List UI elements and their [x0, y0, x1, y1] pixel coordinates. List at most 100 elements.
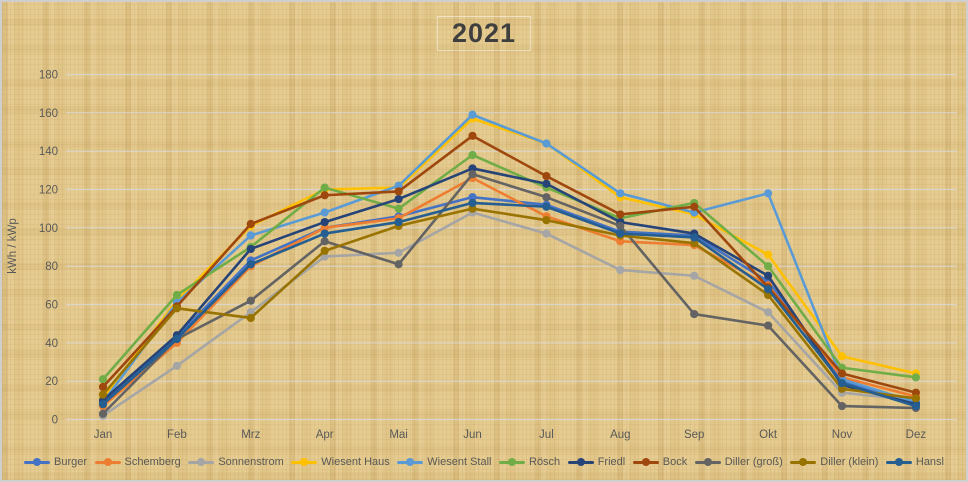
data-point: [320, 183, 329, 192]
y-tick-180: 180: [39, 70, 58, 82]
series-line-friedl: [101, 167, 918, 406]
series-line-wiesent-stall: [101, 113, 918, 404]
series-burger: [98, 193, 921, 407]
data-point: [246, 231, 255, 240]
legend-marker-schemberg: [94, 458, 121, 466]
data-point: [542, 179, 551, 188]
data-point: [911, 401, 921, 411]
series-line-r-sch: [101, 153, 918, 381]
legend-item-bock: Bock: [632, 456, 687, 468]
legend-item-burger: Burger: [24, 456, 87, 468]
data-point: [616, 189, 625, 198]
legend-marker-wiesent-haus: [291, 458, 318, 466]
x-tick-jan: Jan: [94, 429, 113, 441]
data-point: [542, 171, 551, 181]
legend-marker-diller-gro: [694, 458, 721, 466]
series-line-sonnenstrom: [101, 211, 918, 417]
data-point: [542, 202, 551, 211]
y-tick-120: 120: [39, 185, 58, 197]
x-tick-apr: Apr: [316, 429, 334, 441]
data-point: [764, 308, 773, 317]
data-point: [172, 334, 181, 344]
data-point: [616, 237, 625, 246]
y-tick-0: 0: [52, 415, 58, 427]
data-point: [98, 382, 108, 392]
x-tick-jun: Jun: [463, 429, 482, 441]
data-point: [837, 401, 847, 411]
data-point: [172, 304, 181, 313]
legend-item-wiesent-stall: Wiesent Stall: [397, 456, 491, 468]
data-point: [616, 210, 625, 219]
series-wiesent-stall: [98, 110, 921, 407]
legend-label-r-sch: Rösch: [529, 456, 561, 468]
data-point: [172, 361, 181, 370]
data-point: [98, 375, 108, 384]
data-point: [616, 265, 625, 275]
data-point: [468, 198, 477, 208]
series-wiesent-haus: [98, 114, 921, 403]
data-point: [98, 400, 108, 409]
series-line-bock: [101, 134, 918, 394]
data-point: [468, 131, 477, 140]
legend-label-schemberg: Schemberg: [124, 456, 181, 468]
data-point: [764, 321, 773, 330]
series-bock: [98, 131, 921, 397]
data-point: [320, 246, 329, 255]
legend-marker-diller-klein: [790, 458, 817, 466]
data-point: [394, 181, 403, 190]
series-line-diller-gro: [101, 172, 918, 416]
legend-item-sonnenstrom: Sonnenstrom: [188, 456, 284, 468]
data-point: [98, 390, 108, 399]
data-point: [764, 262, 773, 271]
data-point: [394, 248, 403, 257]
data-point: [837, 384, 847, 393]
data-point: [320, 229, 329, 238]
data-point: [468, 204, 477, 213]
legend-marker-wiesent-stall: [397, 458, 424, 466]
legend-marker-friedl: [567, 458, 594, 466]
data-point: [542, 216, 551, 225]
x-tick-nov: Nov: [832, 429, 853, 441]
legend-marker-bock: [632, 458, 659, 466]
series-hansl: [98, 198, 921, 411]
legend-item-hansl: Hansl: [885, 456, 944, 468]
legend-marker-hansl: [885, 458, 912, 466]
legend-marker-r-sch: [499, 458, 525, 466]
data-point: [246, 313, 255, 323]
legend-item-diller-klein: Diller (klein): [790, 456, 878, 468]
data-point: [320, 237, 329, 246]
data-point: [394, 260, 403, 269]
series-line-burger: [101, 195, 918, 404]
y-tick-20: 20: [45, 376, 58, 388]
data-point: [690, 239, 699, 248]
y-tick-40: 40: [45, 338, 58, 350]
data-point: [320, 191, 329, 200]
x-tick-jul: Jul: [539, 429, 554, 441]
legend-item-friedl: Friedl: [567, 456, 626, 468]
data-point: [837, 369, 847, 378]
chart-title: 2021: [436, 16, 532, 51]
data-point: [320, 252, 329, 261]
gridlines: 0 20 40 60 80 100 120 140 160 180: [39, 70, 957, 427]
data-point: [690, 233, 699, 242]
data-point: [394, 194, 403, 204]
x-tick-mrz: Mrz: [241, 429, 260, 441]
legend-label-wiesent-stall: Wiesent Stall: [427, 456, 492, 468]
legend-label-wiesent-haus: Wiesent Haus: [321, 456, 390, 468]
data-point: [394, 204, 403, 213]
data-point: [837, 352, 847, 361]
data-point: [837, 378, 847, 388]
data-point: [246, 296, 255, 305]
series-line-diller-klein: [101, 207, 918, 400]
data-point: [172, 290, 181, 300]
data-point: [911, 373, 921, 382]
data-point: [98, 409, 108, 418]
data-point: [764, 250, 773, 259]
data-point: [246, 219, 255, 229]
legend-marker-burger: [24, 458, 50, 466]
x-tick-aug: Aug: [610, 429, 630, 441]
data-point: [542, 139, 551, 148]
data-point: [468, 110, 477, 119]
legend-label-friedl: Friedl: [597, 456, 626, 468]
